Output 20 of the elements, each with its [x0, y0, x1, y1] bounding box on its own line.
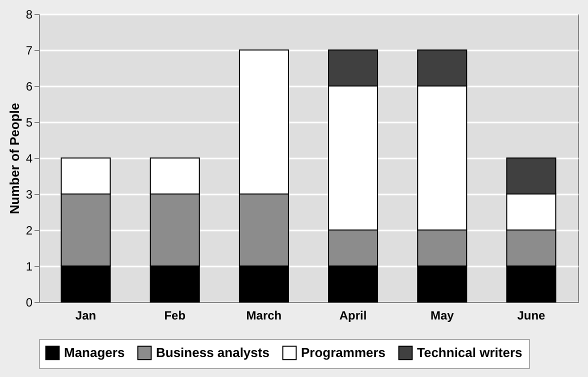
y-tick-label: 1	[26, 260, 33, 274]
x-tick-label: June	[517, 308, 546, 322]
y-tick-label: 4	[26, 152, 33, 166]
x-tick-label: Feb	[164, 308, 186, 322]
y-tick-label: 3	[26, 188, 33, 202]
y-axis-title: Number of People	[6, 102, 22, 214]
x-tick-label: Jan	[75, 308, 96, 322]
y-tick-label: 6	[26, 80, 33, 94]
legend-label: Programmers	[301, 344, 386, 360]
x-tick-label: March	[246, 308, 282, 322]
x-tick-label: May	[430, 308, 454, 322]
y-tick-label: 0	[26, 296, 33, 310]
x-tick-label: April	[339, 308, 367, 322]
legend-label: Technical writers	[417, 344, 522, 360]
legend-label: Business analysts	[156, 344, 270, 360]
y-tick-label: 2	[26, 224, 33, 238]
y-tick-label: 8	[26, 8, 33, 22]
y-tick-label: 5	[26, 116, 33, 130]
legend-label: Managers	[64, 344, 125, 360]
y-tick-label: 7	[26, 44, 33, 58]
